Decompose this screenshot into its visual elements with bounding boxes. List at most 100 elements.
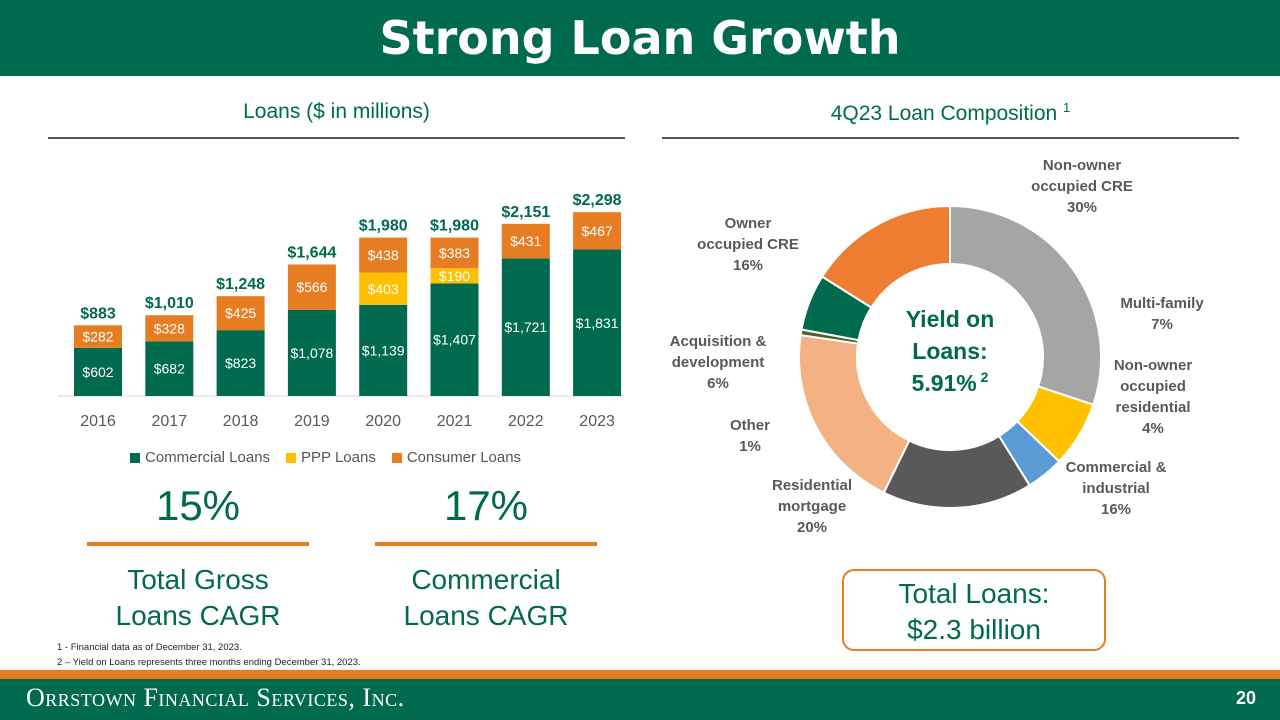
bar-segment-commercial-loans — [430, 283, 479, 396]
donut-slice-label: Non-owner occupied CRE 30% — [1031, 157, 1133, 216]
bar-value-label: $282 — [82, 329, 113, 345]
bar-segment-commercial-loans — [359, 304, 408, 396]
donut-slice-label-line: Acquisition & — [670, 333, 767, 350]
bar-segment-consumer-loans — [359, 237, 408, 273]
commercial-cagr-label-line2: Loans CAGR — [403, 600, 569, 631]
composition-heading-text: 4Q23 Loan Composition — [830, 102, 1058, 125]
bar-segment-consumer-loans — [74, 325, 122, 348]
x-tick-label: 2023 — [579, 413, 615, 430]
x-tick-label: 2020 — [365, 413, 401, 430]
donut-slice-label: Acquisition & development 6% — [670, 333, 767, 392]
donut-slice-label-line: Non-owner — [1114, 357, 1192, 374]
bar-value-label: $383 — [439, 245, 470, 261]
bar-value-label: $1,078 — [290, 345, 333, 361]
right-heading-rule — [662, 137, 1239, 139]
bar-segment-commercial-loans — [216, 330, 265, 396]
footnote-1: 1 - Financial data as of December 31, 20… — [57, 642, 242, 653]
donut-slice-label-line: Commercial & — [1066, 459, 1167, 476]
left-heading-rule — [48, 137, 625, 139]
donut-slice-label-line: 7% — [1151, 316, 1173, 333]
donut-center-text: Yield on Loans: 5.91% 2 — [906, 306, 995, 396]
bar-total-label: $1,248 — [216, 276, 265, 293]
bar-value-label: $431 — [510, 233, 541, 249]
donut-slice-label-line: industrial — [1082, 480, 1150, 497]
bar-segment-consumer-loans — [145, 315, 194, 342]
bar-value-label: $1,139 — [362, 342, 405, 358]
donut-slice-label-line: occupied CRE — [697, 236, 799, 253]
footnotes: 1 - Financial data as of December 31, 20… — [57, 640, 361, 670]
bar-chart-legend: Commercial Loans PPP Loans Consumer Loan… — [130, 449, 521, 466]
bar-value-label: $438 — [368, 247, 399, 263]
loans-chart-heading: Loans ($ in millions) — [243, 100, 430, 123]
donut-slice — [798, 334, 911, 495]
x-tick-label: 2016 — [80, 413, 116, 430]
donut-slice-label-line: occupied — [1120, 378, 1186, 395]
donut-slice-label-line: 30% — [1067, 199, 1097, 216]
bar-segment-ppp-loans — [359, 272, 408, 305]
legend-item-consumer: Consumer Loans — [391, 449, 522, 466]
donut-slice-label: Multi-family 7% — [1120, 295, 1204, 333]
legend-label-commercial: Commercial Loans — [145, 449, 271, 466]
bar-segment-commercial-loans — [287, 309, 336, 396]
bar-value-label: $190 — [439, 268, 470, 284]
bar-segment-consumer-loans — [430, 237, 479, 269]
bar-segment-consumer-loans — [501, 223, 550, 259]
footnote-2: 2 – Yield on Loans represents three mont… — [57, 657, 361, 668]
donut-slice-label-line: mortgage — [778, 498, 846, 515]
donut-slice-label-line: 20% — [797, 519, 827, 536]
bar-total-label: $1,980 — [430, 218, 479, 235]
donut-slice-label-line: residential — [1115, 399, 1190, 416]
bar-total-label: $1,010 — [145, 295, 194, 312]
donut-slice-label-line: 1% — [739, 438, 761, 455]
bar-segment-ppp-loans — [430, 268, 479, 284]
bar-segment-commercial-loans — [573, 249, 622, 396]
donut-slice-label-line: Multi-family — [1120, 295, 1204, 312]
legend-label-ppp: PPP Loans — [301, 449, 376, 466]
composition-heading-footnote: 1 — [1063, 100, 1071, 115]
bar-segment-commercial-loans — [74, 347, 122, 396]
legend-item-commercial: Commercial Loans — [130, 449, 270, 466]
bar-value-label: $682 — [154, 361, 185, 377]
x-tick-label: 2018 — [223, 413, 259, 430]
donut-slice-label-line: occupied CRE — [1031, 178, 1133, 195]
donut-slice-label-line: Residential — [772, 477, 852, 494]
donut-center-line: Loans: — [912, 338, 987, 364]
legend-swatch-consumer — [391, 452, 402, 463]
x-tick-label: 2017 — [152, 413, 188, 430]
bar-value-label: $1,831 — [576, 315, 619, 331]
footer-bar — [0, 679, 1280, 720]
loans-bar-chart: $602 $282 $883 2016 $682 $328 $1,010 2017 $823 $4… — [58, 192, 624, 430]
total-gross-cagr-value: 15% — [155, 482, 241, 529]
bar-segment-consumer-loans — [287, 264, 336, 310]
bar-segment-commercial-loans — [501, 258, 550, 396]
slide-title: Strong Loan Growth — [379, 11, 901, 65]
bar-value-label: $602 — [82, 364, 113, 380]
bar-value-label: $467 — [582, 223, 613, 239]
donut-center-line: 5.91% — [912, 370, 977, 396]
bar-value-label: $1,407 — [433, 332, 476, 348]
donut-slice-label: Residential mortgage 20% — [772, 477, 852, 536]
legend-label-consumer: Consumer Loans — [406, 449, 522, 466]
bar-segment-commercial-loans — [145, 341, 194, 396]
legend-item-ppp: PPP Loans — [286, 449, 376, 466]
bar-total-label: $1,644 — [287, 244, 336, 261]
donut-slice-label-line: development — [672, 354, 765, 371]
company-logo-text: Orrstown Financial Services, Inc. — [26, 683, 405, 712]
donut-center-footnote: 2 — [977, 369, 989, 385]
bar-value-label: $403 — [368, 281, 399, 297]
total-gross-cagr-label-line2: Loans CAGR — [115, 600, 281, 631]
donut-slice-label-line: Other — [730, 417, 770, 434]
donut-slice — [820, 204, 951, 309]
bar-total-label: $883 — [80, 305, 116, 322]
bar-segment-consumer-loans — [216, 296, 265, 331]
donut-slice-label-line: 16% — [733, 257, 763, 274]
donut-slice-label-line: 4% — [1142, 420, 1164, 437]
total-loans-line1: Total Loans: — [898, 578, 1050, 609]
legend-swatch-ppp — [286, 452, 297, 463]
total-gross-cagr-divider — [87, 542, 309, 546]
donut-slice-label-line: 16% — [1101, 501, 1131, 518]
total-loans-box: Total Loans: $2.3 billion — [842, 569, 1106, 651]
donut-slice-label: Non-owner occupied residential 4% — [1114, 357, 1192, 437]
bar-segment-consumer-loans — [573, 212, 622, 250]
bar-value-label: $823 — [225, 355, 256, 371]
